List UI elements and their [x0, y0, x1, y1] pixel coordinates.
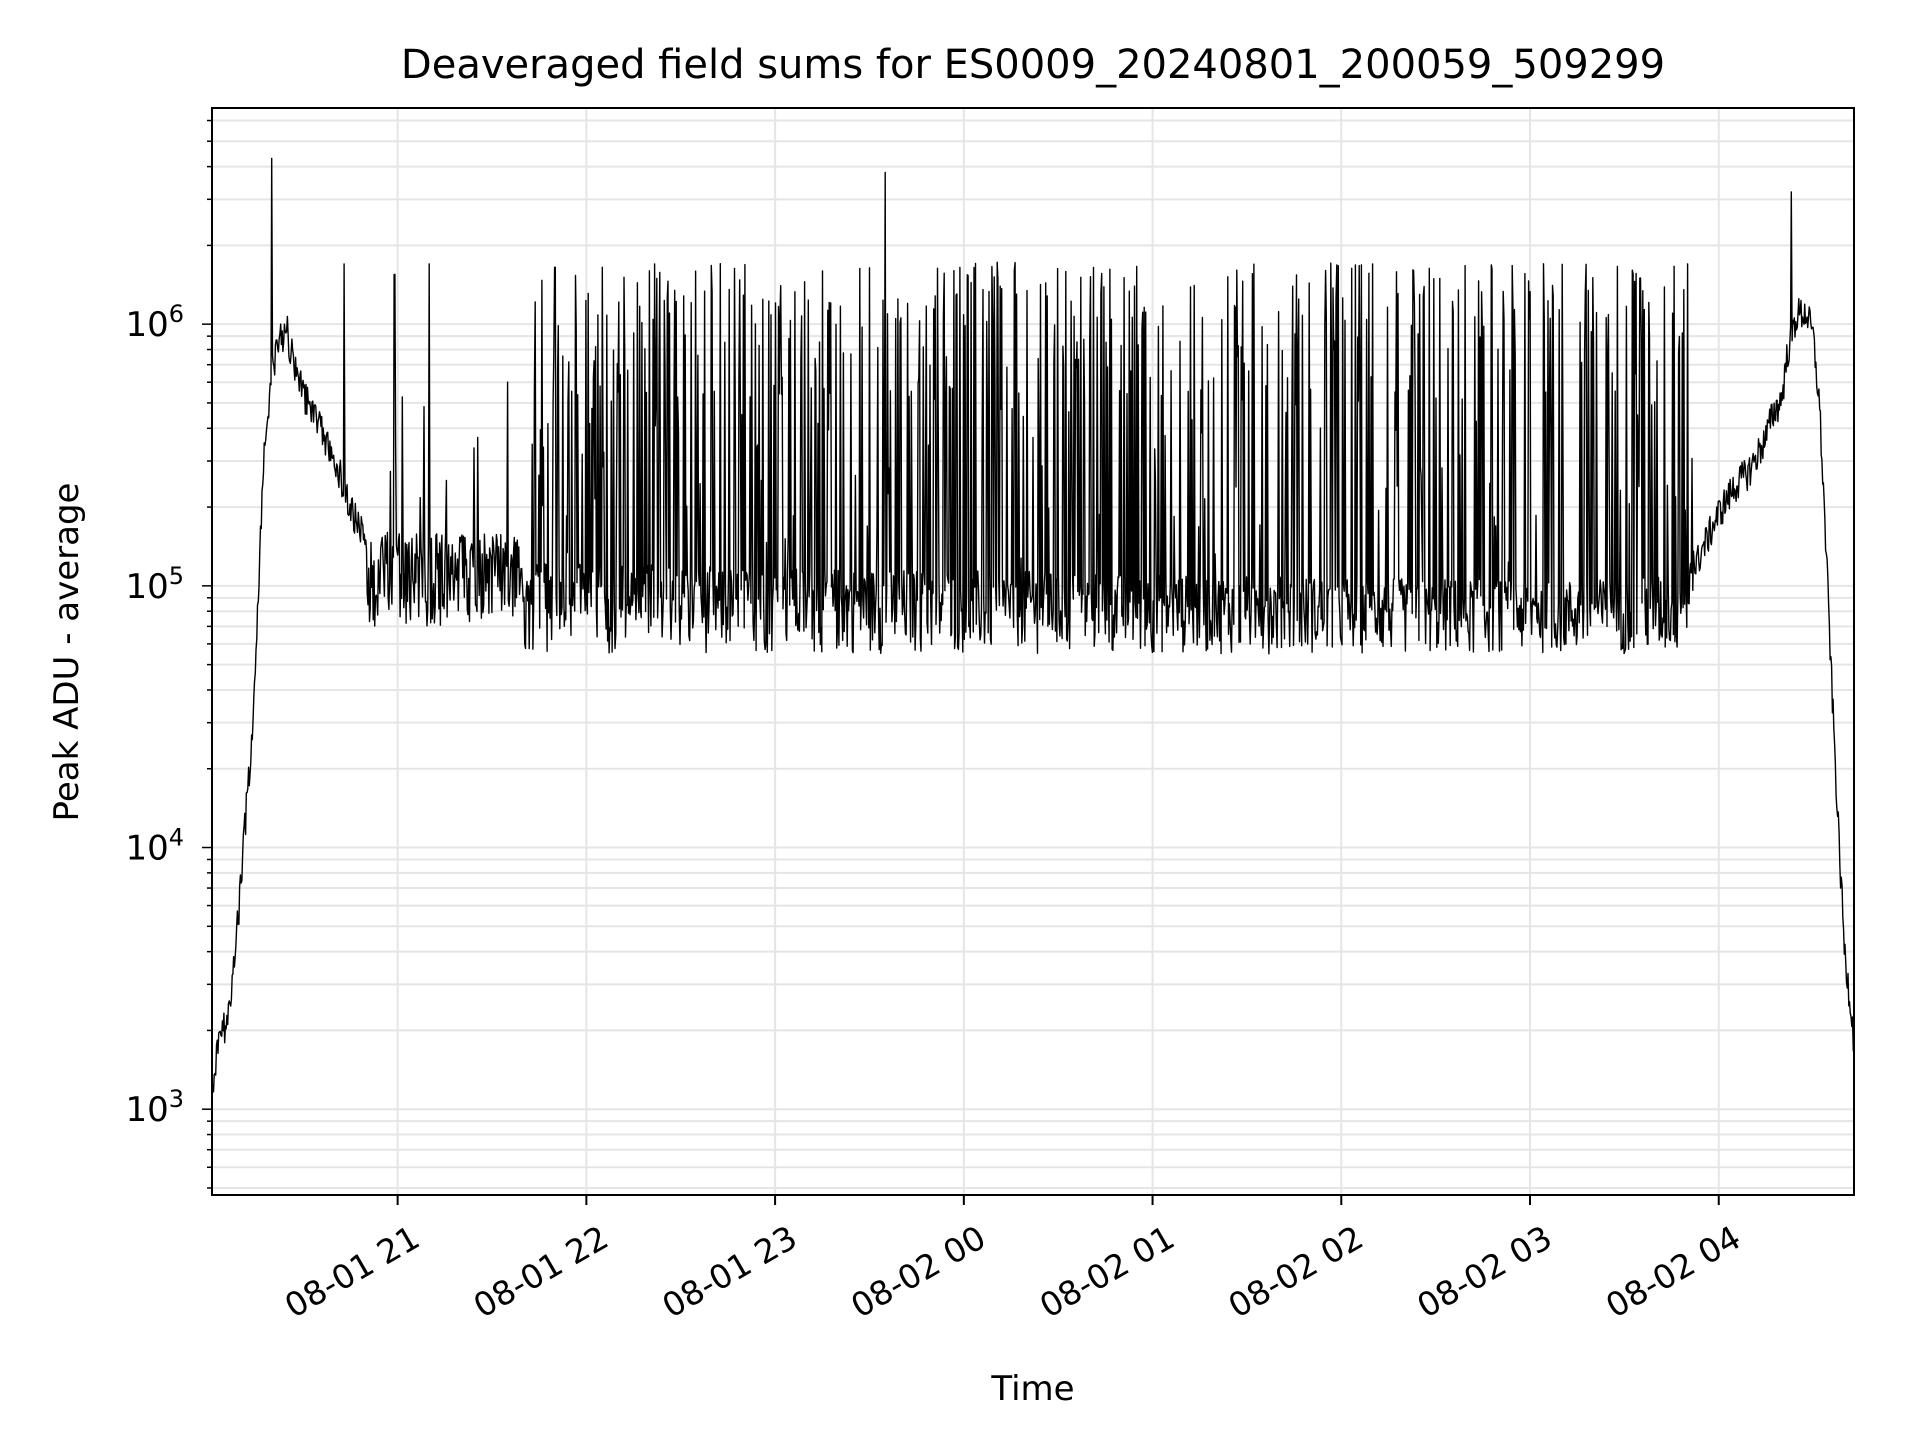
y-tick-label: 105: [125, 562, 184, 607]
x-axis-label: Time: [990, 1369, 1074, 1409]
plot-area: [211, 157, 1855, 1094]
series-line: [211, 157, 1855, 1094]
y-tick-label: 106: [125, 300, 184, 345]
axes-frame: [211, 107, 1855, 1196]
y-tick-label: 103: [125, 1085, 184, 1130]
y-tick-label: 104: [125, 824, 184, 869]
y-axis-label: Peak ADU - average: [47, 483, 87, 822]
chart-title: Deaveraged field sums for ES0009_2024080…: [401, 42, 1665, 88]
y-axis: 103 104 105 106: [125, 119, 212, 1189]
